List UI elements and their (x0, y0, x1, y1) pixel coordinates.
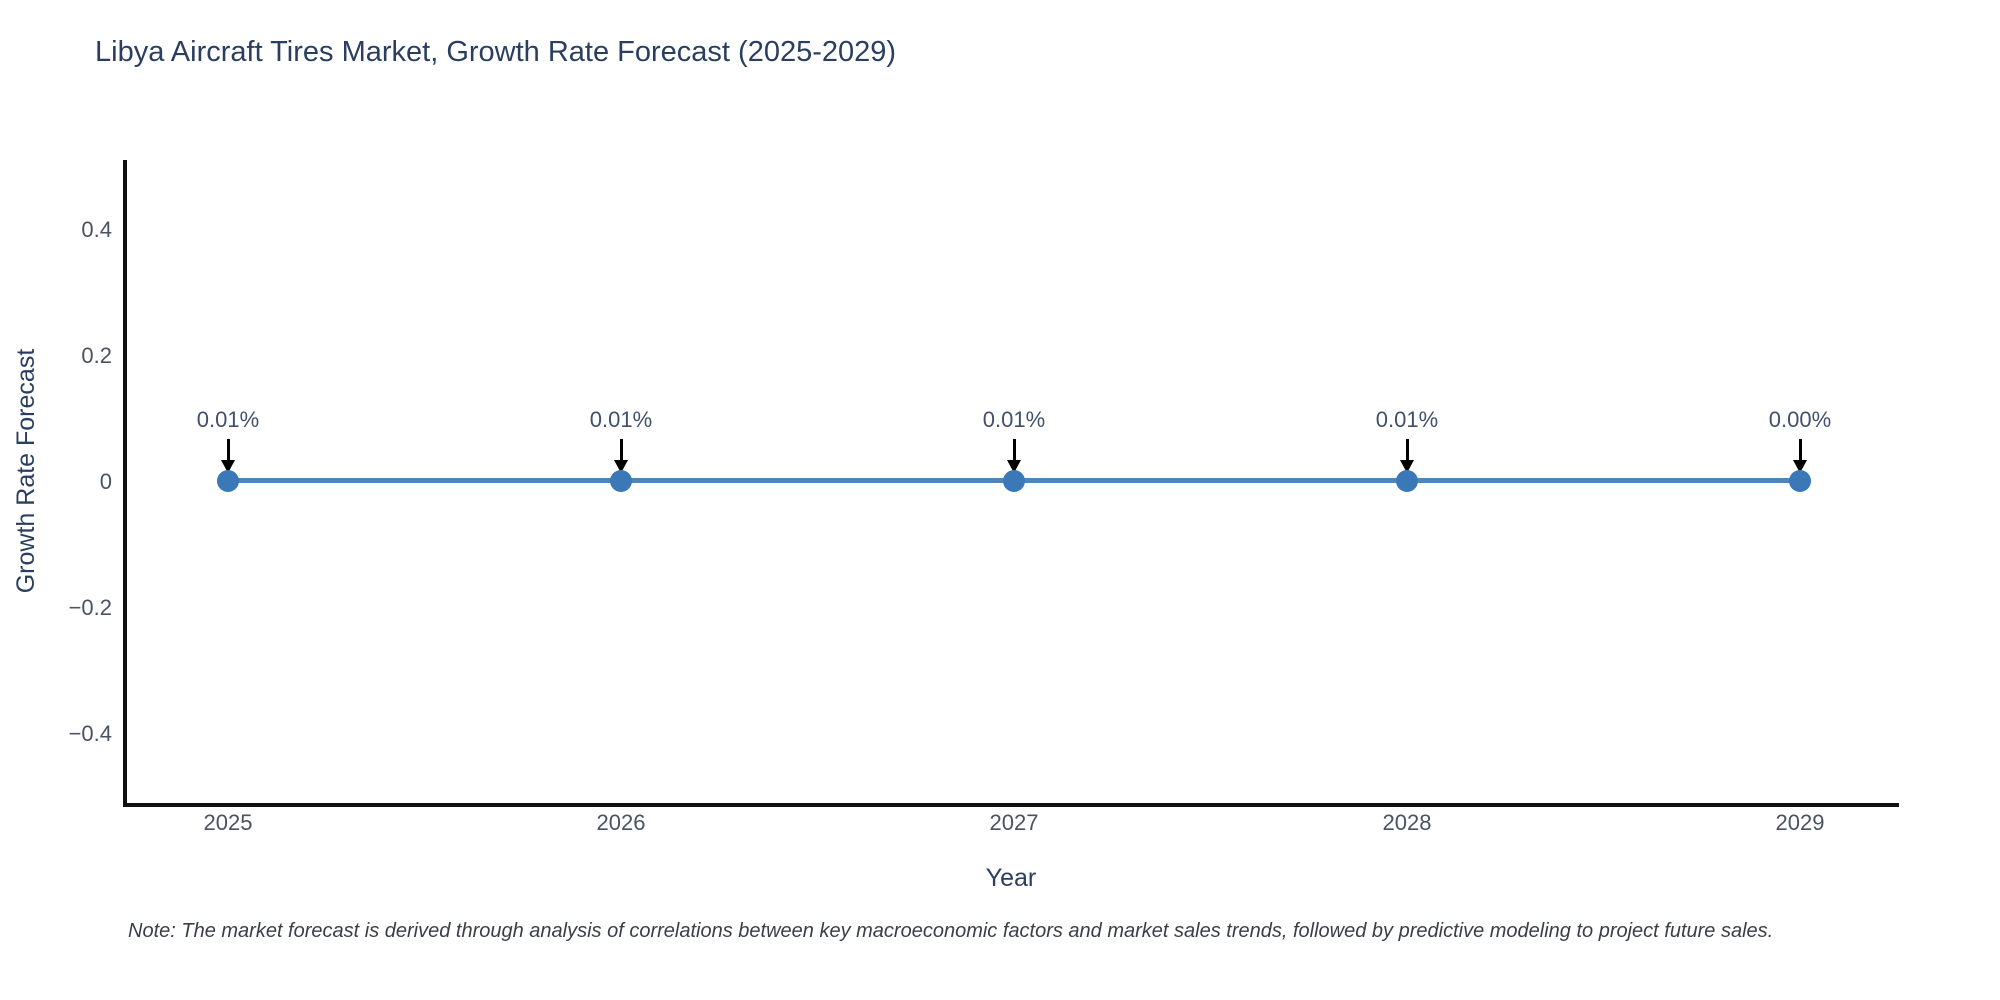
x-tick-label: 2028 (1382, 810, 1432, 835)
annotation-arrow-head-icon (1007, 460, 1021, 473)
data-point-marker (217, 470, 239, 492)
y-tick-label: −0.2 (68, 595, 112, 620)
annotation-arrow-head-icon (614, 460, 628, 473)
x-tick-label: 2026 (596, 810, 646, 835)
data-point-annotation: 0.01% (1375, 407, 1439, 432)
y-tick-label: −0.4 (68, 721, 112, 746)
annotation-arrow-head-icon (1400, 460, 1414, 473)
data-point-annotation: 0.01% (589, 407, 653, 432)
annotation-arrow-head-icon (1793, 460, 1807, 473)
data-point-annotation: 0.01% (982, 407, 1046, 432)
x-axis-title: Year (985, 864, 1037, 892)
annotation-arrow-stem (1799, 439, 1802, 462)
x-axis-line (123, 803, 1899, 807)
annotation-arrow-stem (1013, 439, 1016, 462)
x-tick-label: 2027 (989, 810, 1039, 835)
y-axis-title: Growth Rate Forecast (12, 348, 40, 594)
data-point-marker (1789, 470, 1811, 492)
chart-title: Libya Aircraft Tires Market, Growth Rate… (95, 36, 897, 68)
annotation-arrow-stem (1406, 439, 1409, 462)
data-point-marker (1003, 470, 1025, 492)
y-axis-line (123, 160, 127, 807)
annotation-arrow-head-icon (221, 460, 235, 473)
data-point-annotation: 0.00% (1768, 407, 1832, 432)
x-tick-label: 2029 (1775, 810, 1825, 835)
y-tick-label: 0.2 (81, 343, 112, 368)
annotation-arrow-stem (620, 439, 623, 462)
data-point-annotation: 0.01% (196, 407, 260, 432)
data-point-marker (610, 470, 632, 492)
annotation-arrow-stem (227, 439, 230, 462)
y-tick-label: 0.4 (81, 217, 112, 242)
data-point-marker (1396, 470, 1418, 492)
chart-footnote: Note: The market forecast is derived thr… (128, 920, 1774, 942)
x-tick-label: 2025 (203, 810, 253, 835)
y-tick-label: 0 (99, 469, 112, 494)
